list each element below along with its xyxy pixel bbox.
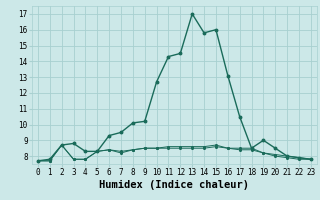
X-axis label: Humidex (Indice chaleur): Humidex (Indice chaleur): [100, 180, 249, 190]
